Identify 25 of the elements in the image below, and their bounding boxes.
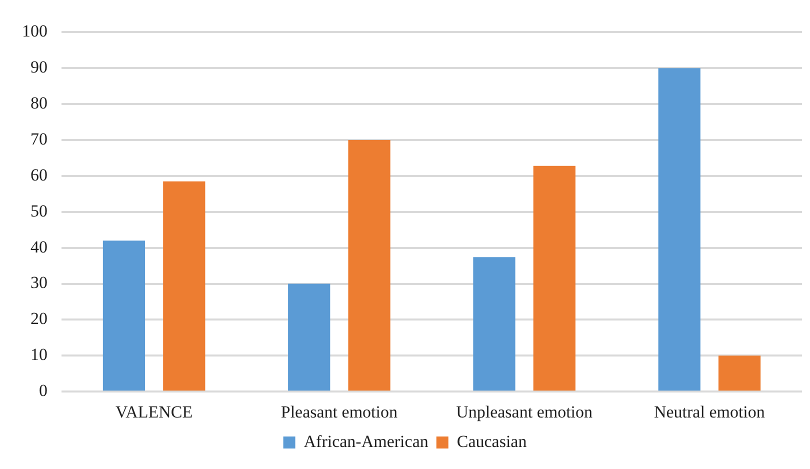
bar — [102, 240, 146, 391]
y-tick-label: 50 — [30, 201, 48, 220]
y-tick-label: 10 — [30, 345, 48, 364]
y-tick-label: 90 — [30, 58, 48, 77]
x-tick-label: Pleasant emotion — [280, 402, 398, 422]
bar — [473, 257, 516, 391]
y-tick-label: 80 — [30, 94, 48, 113]
bar — [533, 166, 576, 391]
y-tick-label: 100 — [22, 22, 48, 41]
bar — [718, 356, 761, 391]
y-tick-label: 70 — [30, 129, 48, 148]
y-tick-label: 60 — [30, 165, 48, 184]
legend-label: Caucasian — [456, 432, 528, 451]
bar — [163, 181, 206, 391]
y-tick-label: 40 — [30, 237, 48, 256]
y-tick-label: 20 — [30, 309, 48, 328]
bar — [658, 68, 700, 391]
x-tick-label: VALENCE — [115, 402, 193, 422]
x-tick-label: Neutral emotion — [654, 402, 766, 422]
y-tick-label: 0 — [39, 381, 48, 400]
x-tick-label: Unpleasant emotion — [456, 402, 594, 422]
y-tick-label: 30 — [30, 273, 48, 292]
legend-label: African-American — [304, 432, 429, 451]
bar — [348, 140, 390, 391]
bar — [288, 284, 330, 391]
